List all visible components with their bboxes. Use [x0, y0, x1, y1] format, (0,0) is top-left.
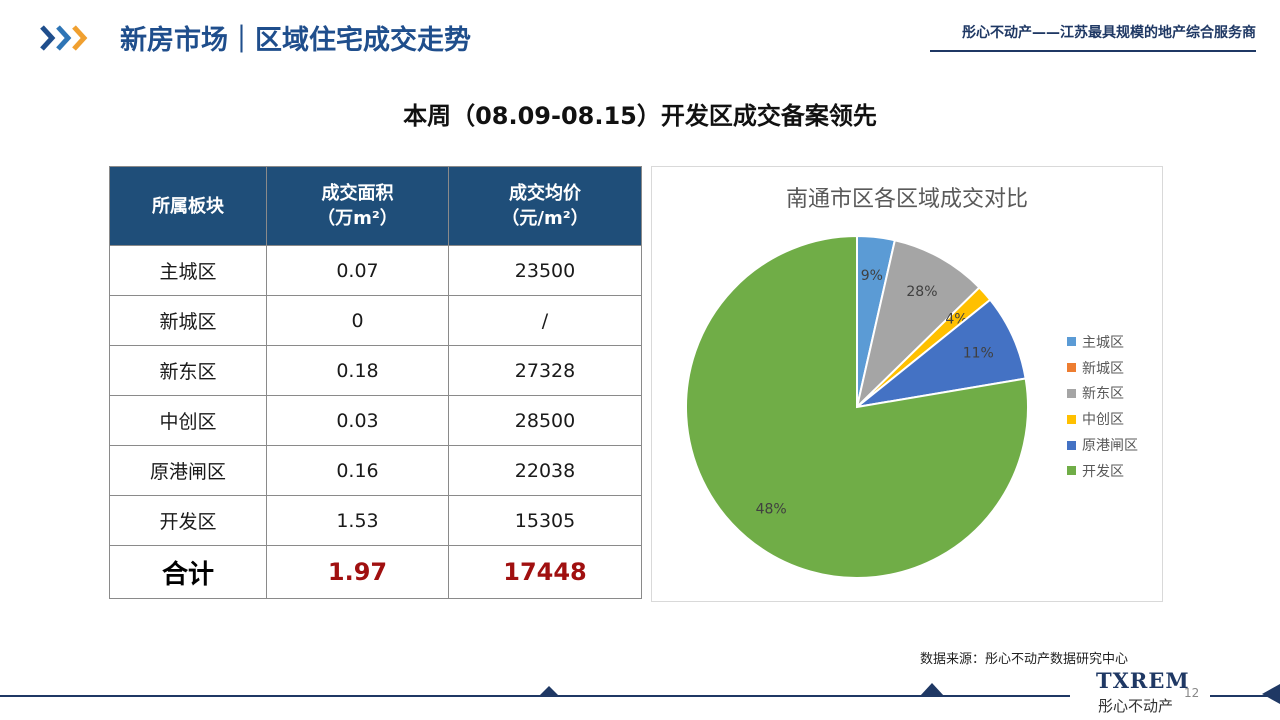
pie-slice [853, 298, 1027, 409]
header: 新房市场｜区域住宅成交走势 彤心不动产——江苏最具规模的地产综合服务商 [0, 0, 1280, 70]
table-row: 原港闸区 0.16 22038 [109, 445, 642, 496]
cell-price: 15305 [448, 495, 642, 546]
legend-swatch [1067, 414, 1076, 424]
cell-price: 27328 [448, 345, 642, 396]
column-header-price: 成交均价 （元/m²） [448, 166, 642, 246]
legend-swatch [1067, 363, 1076, 373]
cell-price: 23500 [448, 245, 642, 296]
table-row: 新东区 0.18 27328 [109, 345, 642, 396]
legend-item: 新东区 [1067, 381, 1138, 407]
cell-area: 开发区 [109, 495, 267, 546]
cell-volume: 0.03 [266, 395, 449, 446]
cell-volume: 0 [266, 295, 449, 346]
cell-volume: 0.07 [266, 245, 449, 296]
table-row: 中创区 0.03 28500 [109, 395, 642, 446]
page-headline: 本周（08.09-08.15）开发区成交备案领先 [403, 102, 877, 130]
total-volume: 1.97 [266, 545, 449, 599]
data-source-note: 数据来源：彤心不动产数据研究中心 [920, 652, 1129, 667]
pie-data-label: 9% [861, 268, 883, 284]
legend-swatch [1067, 466, 1076, 476]
legend-item: 新城区 [1067, 355, 1138, 381]
cell-price: 22038 [448, 445, 642, 496]
cell-volume: 0.16 [266, 445, 449, 496]
footer-triangle-icon [538, 686, 560, 697]
legend-label: 主城区 [1082, 334, 1124, 351]
legend-swatch [1067, 440, 1076, 450]
legend-item: 开发区 [1067, 458, 1138, 484]
cell-volume: 0.18 [266, 345, 449, 396]
header-text: 成交均价 [509, 183, 581, 204]
total-price: 17448 [448, 545, 642, 599]
footer-divider [0, 695, 1280, 697]
legend-item: 中创区 [1067, 406, 1138, 432]
total-label: 合计 [109, 545, 267, 599]
cell-area: 原港闸区 [109, 445, 267, 496]
header-text: 所属板块 [152, 195, 224, 217]
chevron-arrows-icon [40, 25, 88, 51]
cell-area: 新城区 [109, 295, 267, 346]
pie-slice [855, 239, 981, 411]
footer-triangle-icon [920, 683, 944, 696]
legend-item: 原港闸区 [1067, 432, 1138, 458]
table-row: 开发区 1.53 15305 [109, 495, 642, 546]
cell-area: 主城区 [109, 245, 267, 296]
pie-data-label: 28% [906, 284, 937, 300]
legend-swatch [1067, 388, 1076, 398]
chart-title: 南通市区各区域成交对比 [785, 187, 1028, 212]
legend-label: 新东区 [1082, 386, 1124, 403]
chart-legend: 主城区新城区新东区中创区原港闸区开发区 [1067, 329, 1138, 484]
pie-chart-panel: 南通市区各区域成交对比 9%0%28%4%11%48% 主城区新城区新东区中创区… [651, 166, 1163, 602]
column-header-area: 所属板块 [109, 166, 267, 246]
legend-swatch [1067, 337, 1076, 347]
page-number: 12 [1184, 686, 1200, 700]
header-text: 成交面积 [321, 183, 394, 204]
legend-label: 中创区 [1082, 412, 1124, 429]
table-total-row: 合计 1.97 17448 [109, 545, 642, 599]
legend-label: 开发区 [1082, 463, 1124, 480]
tagline-underline [930, 50, 1256, 52]
cell-price: 28500 [448, 395, 642, 446]
column-header-volume: 成交面积 （万m²） [266, 166, 449, 246]
cell-area: 新东区 [109, 345, 267, 396]
cell-price: / [448, 295, 642, 346]
legend-item: 主城区 [1067, 329, 1138, 355]
table-row: 主城区 0.07 23500 [109, 245, 642, 296]
company-logo: TXREM [1096, 668, 1190, 693]
pie-slice [685, 234, 1029, 579]
pie-data-label: 11% [963, 345, 994, 361]
cell-volume: 1.53 [266, 495, 449, 546]
table-header-row: 所属板块 成交面积 （万m²） 成交均价 （元/m²） [109, 166, 642, 246]
pie-data-label: 48% [756, 502, 787, 518]
company-logo-subtitle: 彤心不动产 [1098, 697, 1174, 715]
cell-area: 中创区 [109, 395, 267, 446]
table-row: 新城区 0 / [109, 295, 642, 346]
legend-label: 新城区 [1082, 360, 1124, 377]
footer-arrow-icon [1262, 684, 1280, 704]
company-tagline: 彤心不动产——江苏最具规模的地产综合服务商 [962, 25, 1256, 41]
header-unit: （万m²） [317, 208, 398, 229]
pie-chart: 9%0%28%4%11%48% [685, 234, 1029, 579]
legend-label: 原港闸区 [1082, 438, 1138, 455]
section-title: 新房市场｜区域住宅成交走势 [120, 25, 471, 56]
header-unit: （元/m²） [501, 208, 589, 229]
transaction-table: 所属板块 成交面积 （万m²） 成交均价 （元/m²） 主城区 0.07 235… [109, 166, 642, 599]
